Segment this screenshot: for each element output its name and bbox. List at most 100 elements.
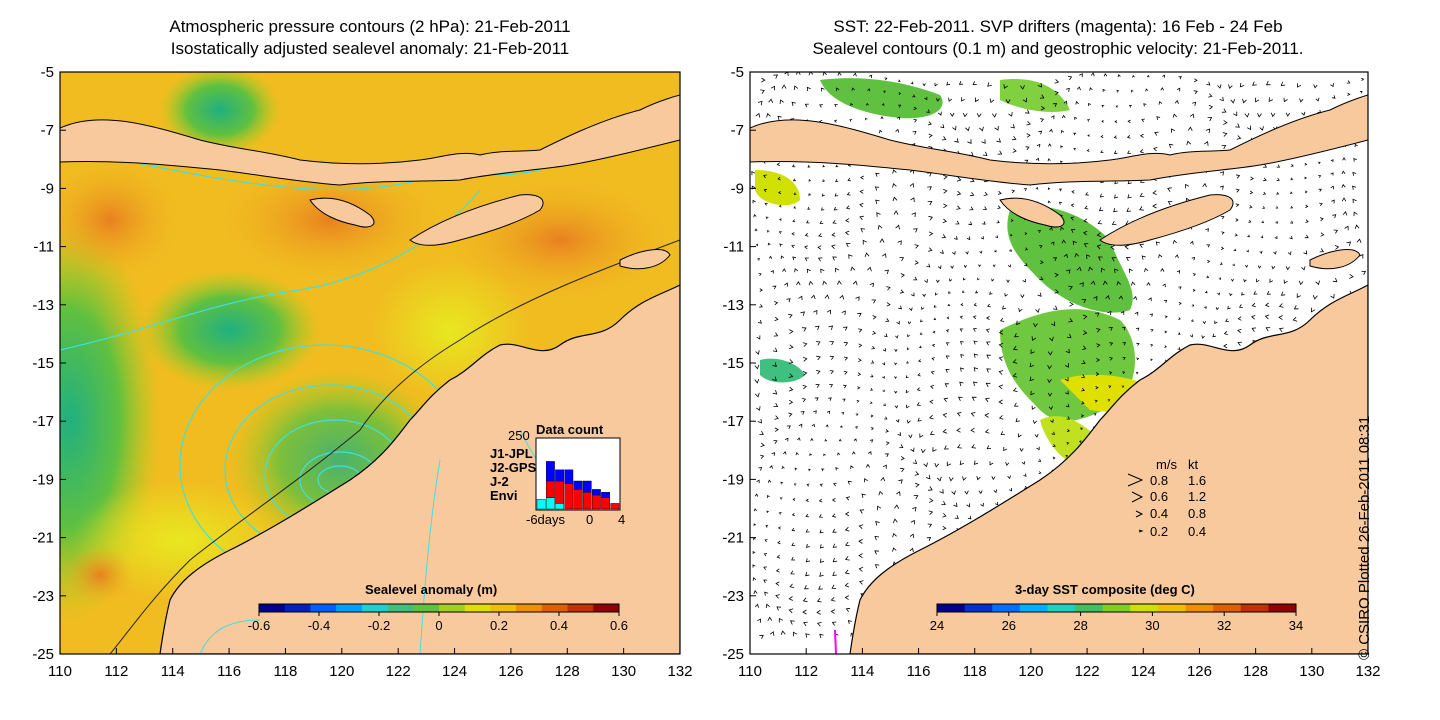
lat-tick-label: -21 <box>722 530 744 547</box>
velocity-vector <box>782 268 787 272</box>
velocity-vector <box>817 245 822 250</box>
velocity-vector <box>1235 123 1240 128</box>
velocity-vector <box>894 504 900 509</box>
data-count-xlabel-end: 4 <box>618 512 625 527</box>
velocity-vector <box>1219 185 1224 190</box>
velocity-vector <box>784 437 789 442</box>
velocity-vector <box>845 496 850 501</box>
velocity-vector <box>965 251 969 255</box>
velocity-vector <box>822 179 826 183</box>
velocity-vector <box>839 425 843 429</box>
velocity-vector <box>929 399 934 404</box>
velocity-vector <box>816 355 821 361</box>
velocity-vector <box>1276 164 1281 168</box>
velocity-vector <box>761 77 766 83</box>
velocity-vector <box>774 316 779 322</box>
velocity-vector <box>1170 128 1175 133</box>
velocity-vector <box>1038 130 1043 135</box>
velocity-vector <box>763 553 768 557</box>
velocity-vector <box>789 329 794 335</box>
velocity-vector <box>818 498 823 503</box>
velocity-vector <box>1332 95 1336 99</box>
velocity-vector <box>1012 345 1018 351</box>
velocity-vector <box>1071 190 1075 194</box>
velocity-vector <box>821 193 825 197</box>
velocity-vector <box>984 429 990 434</box>
velocity-vector <box>956 190 962 196</box>
velocity-vector <box>839 294 844 300</box>
velocity-vector <box>1111 220 1117 225</box>
velocity-vector <box>1204 140 1209 146</box>
velocity-vector <box>895 419 900 423</box>
velocity-vector <box>898 92 902 96</box>
velocity-vector <box>1155 241 1161 246</box>
velocity-vector <box>1082 230 1088 236</box>
velocity-vector <box>1102 88 1106 92</box>
velocity-vector <box>754 392 760 398</box>
lat-tick-label: -19 <box>722 471 744 488</box>
velocity-vector <box>1063 100 1068 105</box>
velocity-vector <box>999 317 1005 322</box>
velocity-vector <box>962 476 967 481</box>
velocity-vector <box>905 375 909 379</box>
velocity-vector <box>752 551 756 555</box>
velocity-vector <box>991 278 995 282</box>
velocity-vector <box>918 359 922 363</box>
velocity-vector <box>752 564 756 568</box>
velocity-vector <box>987 303 991 308</box>
velocity-vector <box>1178 317 1181 320</box>
data-count-bar-j2 <box>573 489 583 510</box>
velocity-vector <box>1315 280 1320 286</box>
velocity-vector <box>764 591 769 596</box>
colorbar-segment <box>1047 604 1076 612</box>
velocity-vector <box>1121 385 1125 388</box>
velocity-vector <box>1311 307 1316 313</box>
velocity-vector <box>1176 87 1181 92</box>
velocity-vector <box>829 370 834 375</box>
velocity-vector <box>831 513 837 518</box>
velocity-vector <box>964 490 969 495</box>
velocity-vector <box>869 74 873 79</box>
velocity-vector <box>1253 291 1258 295</box>
velocity-vector <box>870 427 874 431</box>
velocity-vector <box>781 465 785 470</box>
velocity-vector <box>1223 120 1228 125</box>
colorbar-tick-label: -0.2 <box>368 618 390 633</box>
velocity-vector <box>1299 98 1304 103</box>
velocity-vector <box>1229 292 1233 297</box>
velocity-vector <box>753 523 757 527</box>
velocity-vector <box>1039 118 1045 123</box>
velocity-vector <box>819 220 824 224</box>
velocity-vector <box>842 398 846 402</box>
velocity-vector <box>972 381 978 386</box>
velocity-vector <box>1136 357 1140 361</box>
velocity-vector <box>1087 119 1090 122</box>
velocity-vector <box>1238 304 1243 308</box>
velocity-vector <box>1313 84 1318 89</box>
velocity-vector <box>1124 244 1130 250</box>
velocity-vector <box>767 494 770 498</box>
velocity-vector <box>918 345 922 349</box>
lon-tick-label: 116 <box>217 663 241 680</box>
velocity-vector <box>1066 429 1071 433</box>
velocity-vector <box>1114 194 1119 199</box>
velocity-vector <box>837 280 842 285</box>
velocity-vector <box>1280 81 1286 87</box>
velocity-legend-arrow-0 <box>1127 473 1144 487</box>
velocity-vector <box>975 290 979 294</box>
velocity-vector <box>752 199 756 204</box>
velocity-vector <box>1089 87 1093 91</box>
velocity-vector <box>1319 217 1324 222</box>
colorbar-tick-label: 32 <box>1217 618 1231 633</box>
velocity-vector <box>1025 109 1030 114</box>
velocity-vector <box>956 176 962 182</box>
velocity-vector <box>943 397 949 403</box>
velocity-vector <box>1064 377 1069 382</box>
velocity-vector <box>837 452 841 456</box>
velocity-vector <box>1026 121 1031 126</box>
colorbar-segment <box>387 604 414 612</box>
velocity-vector <box>841 310 846 316</box>
velocity-vector <box>1006 279 1010 283</box>
velocity-vector <box>797 437 801 441</box>
velocity-vector <box>754 493 759 497</box>
